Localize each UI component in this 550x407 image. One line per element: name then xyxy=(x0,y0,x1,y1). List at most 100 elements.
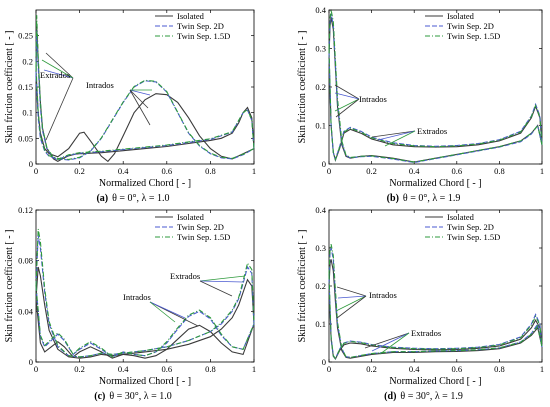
annotation-leader-line xyxy=(337,295,367,299)
x-tick-label: 1 xyxy=(252,166,256,176)
chart-panel-a: 0 0.2 0.4 0.6 0.8 1 0 0.05 0.1 0.15 0.2 0.25 Normali… xyxy=(4,9,256,204)
y-tick-label: 0.4 xyxy=(315,205,326,215)
y-tick-label: 0 xyxy=(29,357,33,367)
legend-entry: Isolated xyxy=(177,212,205,222)
x-tick-label: 0.2 xyxy=(74,364,85,374)
y-tick-label: 0.04 xyxy=(18,306,34,316)
annotation-label: Intrados xyxy=(369,290,397,300)
x-tick-label: 1 xyxy=(540,364,544,374)
x-tick-label: 0 xyxy=(327,364,331,374)
annotation-leader-line xyxy=(371,130,416,138)
legend-entry: Twin Sep. 2D xyxy=(177,222,224,232)
annotation-leader-line xyxy=(334,92,360,100)
annotation-leader-line xyxy=(45,77,74,141)
caption-tag: (d) xyxy=(384,391,396,402)
annotation-leader-line xyxy=(377,130,416,141)
x-axis-label: Normalized Chord [ - ] xyxy=(99,376,191,387)
caption-text: θ = 0°, λ = 1.9 xyxy=(403,193,460,204)
series-line-isolated-extrados xyxy=(35,266,255,359)
annotation-leader-line xyxy=(334,98,360,112)
plot-frame xyxy=(328,209,543,363)
y-axis-label: Skin friction coefficient [ - ] xyxy=(4,230,15,343)
annotation-leader-line xyxy=(364,332,410,349)
annotation-leader-line xyxy=(384,130,416,147)
series-line-twin-sep-1-5d-extrados xyxy=(328,274,543,360)
annotation-leader-line xyxy=(335,295,367,312)
x-tick-label: 0.4 xyxy=(118,166,129,176)
series-line-isolated-extrados xyxy=(328,56,543,163)
chart-panel-b: 0 0.2 0.4 0.6 0.8 1 0 0.1 0.2 0.3 0.4 Normalized Ch… xyxy=(297,5,544,204)
x-tick-label: 0.2 xyxy=(74,166,85,176)
series-line-twin-sep-1-5d-extrados xyxy=(35,15,255,161)
series-line-twin-sep-2d-extrados xyxy=(35,30,255,161)
annotation-leader-line xyxy=(129,89,149,109)
annotation-leader-line xyxy=(199,280,244,283)
y-tick-label: 0.12 xyxy=(18,205,33,215)
y-tick-label: 0.15 xyxy=(18,82,33,92)
annotation-leader-line xyxy=(45,52,74,79)
y-tick-label: 0.1 xyxy=(315,319,326,329)
annotation-label: Intrados xyxy=(123,292,151,302)
figure-caption: (b) θ = 0°, λ = 1.9 xyxy=(387,193,461,204)
x-tick-label: 0.6 xyxy=(161,166,172,176)
x-tick-label: 0.6 xyxy=(451,166,462,176)
x-tick-label: 0.8 xyxy=(205,166,216,176)
series-line-twin-sep-1-5d-extrados xyxy=(328,48,543,162)
y-axis-label: Skin friction coefficient [ - ] xyxy=(297,230,308,343)
annotation-label: Extrados xyxy=(40,70,70,80)
annotation-leader-line xyxy=(199,275,246,282)
y-tick-label: 0.2 xyxy=(315,281,326,291)
chart-panel-d: 0 0.2 0.4 0.6 0.8 1 0 0.1 0.2 0.3 0.4 Normalized Ch… xyxy=(297,205,544,402)
y-tick-label: 0.05 xyxy=(18,133,33,143)
y-tick-label: 0 xyxy=(322,159,326,169)
legend-entry: Isolated xyxy=(447,11,475,21)
annotation-leader-line xyxy=(336,295,367,319)
legend-entry: Twin Sep. 1.5D xyxy=(447,31,500,41)
annotation-leader-line xyxy=(199,280,233,297)
y-tick-label: 0.2 xyxy=(315,82,326,92)
y-tick-label: 0 xyxy=(29,159,33,169)
annotation-leader-line xyxy=(149,301,176,323)
annotation-leader-line xyxy=(41,59,74,79)
legend-entry: Twin Sep. 2D xyxy=(447,222,494,232)
y-tick-label: 0.3 xyxy=(315,44,326,54)
x-axis-label: Normalized Chord [ - ] xyxy=(389,178,481,189)
annotation-leader-line xyxy=(43,69,74,79)
legend-entry: Twin Sep. 2D xyxy=(177,21,224,31)
x-tick-label: 0.2 xyxy=(366,364,377,374)
annotation-leader-line xyxy=(129,89,151,96)
annotation-leader-line xyxy=(336,286,367,297)
annotation-label: Extrados xyxy=(170,271,200,281)
x-tick-label: 0.4 xyxy=(118,364,129,374)
plot-frame xyxy=(328,9,543,165)
legend-entry: Twin Sep. 1.5D xyxy=(447,232,500,242)
x-tick-label: 0.6 xyxy=(451,364,462,374)
annotation-label: Intrados xyxy=(86,80,114,90)
annotation-leader-line xyxy=(149,301,186,319)
caption-tag: (c) xyxy=(94,391,105,402)
series-line-isolated-extrados xyxy=(328,285,543,361)
caption-text: θ = 30°, λ = 1.9 xyxy=(400,391,462,402)
legend-entry: Twin Sep. 1.5D xyxy=(177,232,230,242)
y-tick-label: 0.4 xyxy=(315,5,326,15)
x-tick-label: 0 xyxy=(34,166,38,176)
x-tick-label: 0.6 xyxy=(161,364,172,374)
series-line-twin-sep-2d-extrados xyxy=(328,278,543,360)
annotation-leader-line xyxy=(335,98,360,118)
legend-entry: Twin Sep. 1.5D xyxy=(177,31,230,41)
series-line-twin-sep-1-5d-intrados xyxy=(35,66,255,160)
series-line-isolated-intrados xyxy=(328,259,543,359)
x-tick-label: 0.8 xyxy=(494,166,505,176)
annotation-leader-line xyxy=(379,332,410,355)
x-tick-label: 0.4 xyxy=(409,166,420,176)
y-axis-label: Skin friction coefficient [ - ] xyxy=(297,31,308,144)
y-tick-label: 0.08 xyxy=(18,256,33,266)
legend-entry: Twin Sep. 2D xyxy=(447,21,494,31)
y-tick-label: 0 xyxy=(322,357,326,367)
x-tick-label: 1 xyxy=(540,166,544,176)
caption-tag: (b) xyxy=(387,193,399,204)
